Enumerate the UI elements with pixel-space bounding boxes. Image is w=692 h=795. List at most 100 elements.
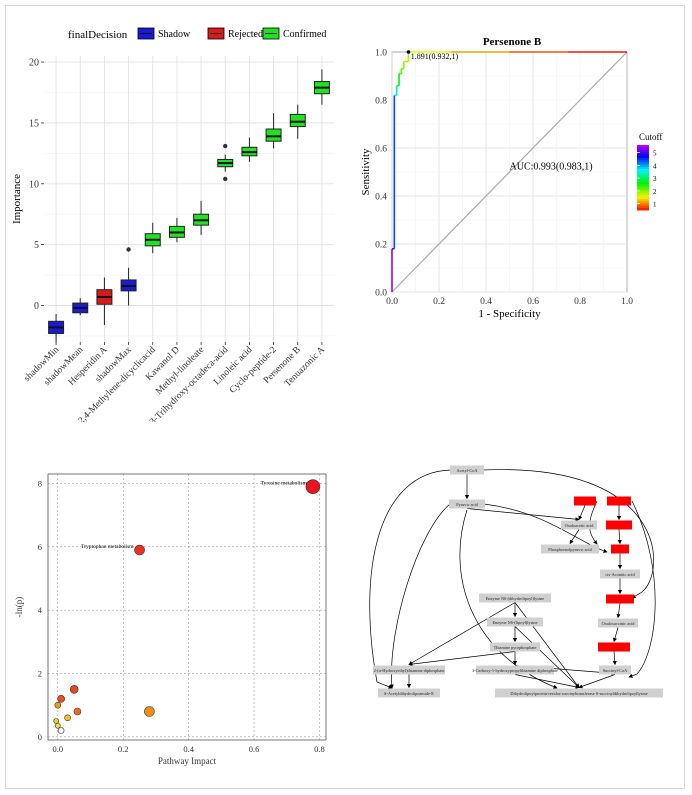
y-tick-label: 0.6: [375, 145, 387, 155]
network-node-label: Enzyme N6-(dihydrolipoyl)lysine: [486, 596, 544, 601]
colorbar-tick-label: 2: [653, 188, 657, 196]
y-tick-label: 0.8: [375, 97, 387, 107]
optimal-cutoff-point: [406, 50, 411, 54]
roc-chart: Persenone B 0.00.0 0.2 0.2 0.4 0.4 0.6 0.6 0.8 0…: [360, 36, 662, 320]
x-tick-label: 0.2: [433, 297, 445, 307]
network-node: [479, 593, 551, 603]
y-tick-label: 15: [29, 118, 39, 129]
colorbar-tick-label: 3: [653, 175, 657, 183]
cutoff-annotation: 1.891(0.932,1): [411, 52, 459, 61]
network-edge: [617, 529, 622, 545]
auc-text: AUC:0.993(0.983,1): [510, 162, 593, 173]
network-curved-edge: [482, 469, 654, 599]
network-node: [607, 496, 631, 506]
pathway-point: [64, 714, 71, 722]
network-node: [574, 496, 596, 506]
y-tick-label: 8: [38, 479, 42, 489]
colorbar-swatch: [637, 151, 649, 155]
network-curved-edge: [369, 469, 452, 689]
network-node: [606, 594, 634, 604]
y-axis-label: Importance: [11, 174, 23, 224]
colorbar-swatch: [637, 199, 649, 202]
boxplot-chart: finalDecision Shadow Rejected Confirmed 0 5…: [11, 27, 334, 422]
network-node: [373, 665, 445, 675]
y-tick-label: 6: [38, 542, 42, 552]
boxplot-legend: finalDecision Shadow Rejected Confirmed: [68, 27, 326, 41]
network-node: [541, 544, 599, 554]
colorbar-swatch: [637, 155, 649, 159]
colorbar-tick-label: 5: [653, 150, 657, 158]
y-tick-label: 5: [34, 240, 39, 251]
x-tick-label: 0.0: [52, 744, 63, 754]
colorbar-swatch: [637, 186, 649, 189]
colorbar-swatch: [637, 201, 649, 204]
figure-border: [5, 5, 685, 789]
pathway-point: [53, 718, 59, 724]
network-node-label: 2-(α-Hydroxyethyl)thiamine diphosphate: [374, 668, 445, 673]
colorbar-swatch: [637, 203, 649, 207]
pathway-network-diagram: Acetyl-CoA Pyruvic acid Oxaloacetic acid Ph…: [369, 465, 663, 698]
y-tick-label: 0.2: [375, 241, 387, 251]
colorbar-swatch: [637, 153, 649, 157]
network-edge: [466, 508, 580, 522]
network-node-label: Pyruvic acid: [456, 502, 478, 507]
x-tick-label: 0.2: [118, 744, 129, 754]
network-node: [606, 520, 632, 530]
y-axis-label: Sensitivity: [360, 148, 372, 196]
network-node-label: 3-Carboxy-1-hydroxypropylthiamine diphos…: [472, 668, 558, 673]
network-node: [450, 465, 484, 475]
x-tick-label: 0.6: [249, 744, 260, 754]
network-edges: [369, 469, 656, 689]
y-axis-label: -ln(p): [14, 597, 24, 618]
x-tick-label: 1.0: [621, 297, 633, 307]
network-node: [490, 642, 540, 652]
y-tick-label: 2: [38, 669, 42, 679]
network-node-label: Oxalosuccinic acid: [602, 621, 636, 626]
outlier-point: [126, 247, 131, 252]
diagonal-reference: [391, 51, 628, 293]
network-edge: [616, 603, 621, 619]
colorbar-swatch: [637, 197, 649, 200]
bubble-plot-area: [47, 473, 327, 741]
x-tick-label: 0.8: [314, 744, 325, 754]
pathway-point: [57, 727, 65, 734]
colorbar-swatch: [637, 190, 649, 194]
pathway-point: [57, 695, 65, 703]
colorbar-swatch: [637, 175, 649, 178]
legend-label-shadow: Shadow: [158, 29, 191, 40]
network-node: [598, 618, 638, 628]
network-edge: [514, 674, 580, 689]
y-tick-label: 0: [34, 301, 39, 312]
colorbar-swatch: [637, 145, 649, 148]
pathway-bubble-chart: 0.0 0.2 0.4 0.6 0.8 0 2 4 6 8 Pathway Impact -ln(p)…: [14, 473, 327, 766]
box-persenone-b: [289, 113, 306, 128]
network-node-label: Acetyl-CoA: [456, 468, 478, 473]
y-tick-label: 0.0: [375, 289, 387, 299]
network-node: [378, 688, 440, 698]
outlier-point: [223, 176, 228, 182]
network-node-label: Oxaloacetic acid: [565, 523, 595, 528]
colorbar-swatch: [637, 166, 649, 170]
network-edge: [578, 505, 586, 521]
pathway-point: [69, 685, 79, 694]
network-node-label: Dihydrolipoylprotein-residue succinyltra…: [510, 691, 647, 696]
colorbar-swatch: [637, 171, 649, 174]
plot-area: [44, 56, 334, 342]
y-tick-label: 20: [29, 58, 39, 69]
y-tick-label: 0: [38, 732, 42, 742]
network-edge: [408, 602, 516, 665]
network-node-label: Phosphoenolpyruvic acid: [548, 547, 592, 552]
network-node: [449, 499, 485, 509]
network-node-label: Thiamine pyrophosphate: [494, 645, 537, 650]
pathway-point: [134, 544, 145, 556]
network-edge: [612, 627, 619, 643]
pathway-point: [55, 722, 61, 729]
colorbar-swatch: [637, 147, 649, 150]
y-tick-label: 10: [29, 179, 39, 190]
colorbar-tick-label: 4: [653, 162, 657, 170]
network-edge: [514, 626, 580, 688]
colorbar-swatch: [637, 188, 649, 191]
network-node: [599, 665, 631, 675]
point-label: Tryptophan metabolism: [81, 544, 134, 550]
y-tick-label: 4: [38, 605, 43, 615]
